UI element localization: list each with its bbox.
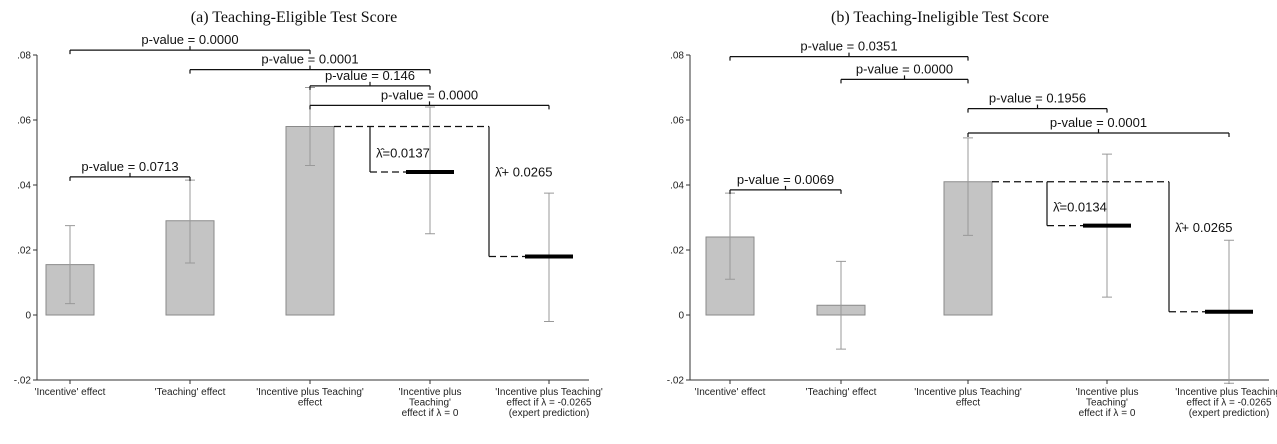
pvalue-label: p-value = 0.146 — [325, 68, 415, 83]
x-category-label: (expert prediction) — [1189, 408, 1270, 419]
chart-teaching-ineligible: (b) Teaching-Ineligible Test Score -.02 0.… — [667, 9, 1277, 419]
y-tick-label: .04 — [17, 181, 31, 192]
pvalue-label: p-value = 0.0713 — [81, 159, 178, 174]
x-category-label: effect if λ = -0.0265 — [1186, 398, 1272, 409]
pvalue-label: p-value = 0.0000 — [381, 87, 478, 102]
y-tick-label: .02 — [17, 246, 31, 257]
x-category-label: Teaching' — [409, 398, 451, 409]
x-category-label: 'Incentive plus — [398, 387, 461, 398]
y-tick-label: .06 — [17, 116, 31, 127]
x-category-label: (expert prediction) — [509, 408, 590, 419]
lambda-annotation: λ̂=0.0137 — [376, 145, 430, 160]
x-category-label: effect if λ = -0.0265 — [506, 398, 592, 409]
x-category-label: 'Incentive plus Teaching' — [1175, 387, 1277, 398]
pvalue-label: p-value = 0.0001 — [1050, 115, 1147, 130]
y-tick-label: -.02 — [667, 376, 685, 387]
x-category-label: 'Incentive plus Teaching' — [256, 387, 364, 398]
y-tick-label: .08 — [670, 51, 684, 62]
x-category-label: 'Incentive plus — [1075, 387, 1138, 398]
x-category-label: 'Incentive plus Teaching' — [495, 387, 603, 398]
pvalue-label: p-value = 0.0069 — [737, 172, 834, 187]
lambda-annotation: λ̂+ 0.0265 — [1175, 220, 1232, 235]
pvalue-label: p-value = 0.0000 — [856, 61, 953, 76]
x-category-label: 'Incentive' effect — [35, 387, 106, 398]
x-category-label: effect — [298, 398, 322, 409]
pvalue-label: p-value = 0.0001 — [261, 52, 358, 67]
pvalue-label: p-value = 0.0000 — [141, 32, 238, 47]
chart-title: (a) Teaching-Eligible Test Score — [191, 9, 397, 26]
y-tick-label: .02 — [670, 246, 684, 257]
y-tick-label: .04 — [670, 181, 684, 192]
lambda-annotation: λ̂+ 0.0265 — [495, 165, 552, 180]
y-tick-label: .08 — [17, 51, 31, 62]
y-tick-label: .06 — [670, 116, 684, 127]
pvalue-label: p-value = 0.0351 — [800, 39, 897, 54]
x-category-label: effect — [956, 398, 980, 409]
y-tick-label: 0 — [25, 311, 31, 322]
bar — [165, 220, 215, 316]
y-tick-label: 0 — [678, 311, 684, 322]
pvalue-label: p-value = 0.1956 — [989, 91, 1086, 106]
chart-title: (b) Teaching-Ineligible Test Score — [831, 9, 1049, 26]
panel-teaching-eligible: (a) Teaching-Eligible Test Score -.02 0 .02… — [0, 0, 635, 439]
panel-teaching-ineligible: (b) Teaching-Ineligible Test Score -.02 0.… — [640, 0, 1277, 439]
x-category-label: 'Incentive' effect — [695, 387, 766, 398]
chart-teaching-eligible: (a) Teaching-Eligible Test Score -.02 0 .02… — [14, 9, 603, 419]
lambda-annotation: λ̂=0.0134 — [1053, 200, 1107, 215]
x-category-label: 'Incentive plus Teaching' — [914, 387, 1022, 398]
x-category-label: effect if λ = 0 — [1079, 408, 1136, 419]
x-category-label: effect if λ = 0 — [402, 408, 459, 419]
x-category-label: Teaching' — [1086, 398, 1128, 409]
y-tick-label: -.02 — [14, 376, 32, 387]
x-category-label: 'Teaching' effect — [155, 387, 226, 398]
x-category-label: 'Teaching' effect — [806, 387, 877, 398]
